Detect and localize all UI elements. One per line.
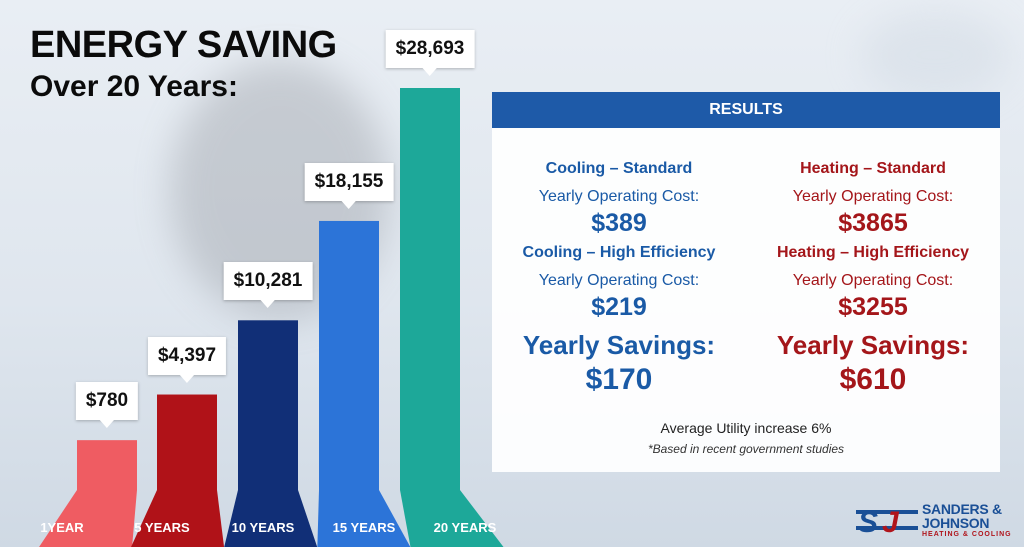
heating-standard-cost: $3865 [838, 209, 908, 237]
bar-value-label: $28,693 [385, 30, 475, 68]
brand-name-line2: JOHNSON [922, 515, 990, 531]
cooling-column: Cooling – Standard Yearly Operating Cost… [492, 128, 746, 397]
cooling-standard-label: Yearly Operating Cost: [538, 188, 700, 205]
utility-increase-note: Average Utility increase 6% [660, 420, 832, 436]
heating-standard-label: Yearly Operating Cost: [792, 188, 954, 205]
chart-subtitle: Over 20 Years: [30, 70, 238, 103]
cooling-standard-title: Cooling – Standard [545, 160, 693, 177]
bar-1 [157, 394, 217, 490]
sj-logo-icon: S J [856, 504, 918, 539]
cooling-high-cost: $219 [591, 293, 647, 321]
x-tick-label: 10 YEARS [231, 520, 295, 535]
chart-title: ENERGY SAVING [30, 24, 337, 66]
bar-value-label: $10,281 [223, 262, 313, 301]
bar-3 [319, 220, 379, 491]
bar-4 [400, 88, 460, 490]
bar-floor-0 [39, 490, 137, 547]
source-note: *Based in recent government studies [647, 442, 845, 456]
bar-value-label: $4,397 [147, 336, 227, 375]
bar-0 [77, 440, 137, 490]
brand-name-line1: SANDERS & [922, 501, 1002, 517]
bar-value-label: $780 [75, 382, 139, 421]
heating-high-label: Yearly Operating Cost: [792, 272, 954, 289]
x-tick-label: 5 YEARS [134, 520, 190, 535]
bar-floor-1 [131, 490, 225, 547]
cooling-high-label: Yearly Operating Cost: [538, 272, 700, 289]
results-header: RESULTS [492, 92, 1000, 128]
background-blur [860, 10, 1010, 100]
bar-value-label: $18,155 [304, 162, 394, 201]
bar-floor-3 [317, 490, 411, 547]
x-tick-label: 1YEAR [40, 520, 84, 535]
cooling-high-title: Cooling – High Efficiency [522, 244, 716, 261]
heating-high-title: Heating – High Efficiency [776, 244, 970, 261]
heating-savings-value: $610 [839, 363, 907, 396]
cooling-standard-cost: $389 [591, 209, 647, 237]
brand-logo: S J SANDERS & JOHNSON HEATING & COOLING [856, 501, 1012, 539]
heating-high-cost: $3255 [838, 293, 908, 321]
x-tick-label: 15 YEARS [332, 520, 396, 535]
results-panel: RESULTS Cooling – Standard Yearly Operat… [492, 92, 1000, 472]
brand-tagline: HEATING & COOLING [922, 531, 1012, 538]
svg-text:S: S [858, 506, 878, 536]
cooling-savings-label: Yearly Savings: [522, 330, 716, 360]
bar-2 [238, 320, 298, 490]
bar-floor-2 [224, 490, 318, 547]
cooling-savings-value: $170 [585, 363, 653, 396]
svg-text:J: J [882, 506, 900, 536]
heating-column: Heating – Standard Yearly Operating Cost… [746, 128, 1000, 397]
x-tick-label: 20 YEARS [433, 520, 497, 535]
bar-floor-4 [400, 490, 504, 547]
heating-savings-label: Yearly Savings: [776, 330, 970, 360]
heating-standard-title: Heating – Standard [800, 160, 946, 177]
